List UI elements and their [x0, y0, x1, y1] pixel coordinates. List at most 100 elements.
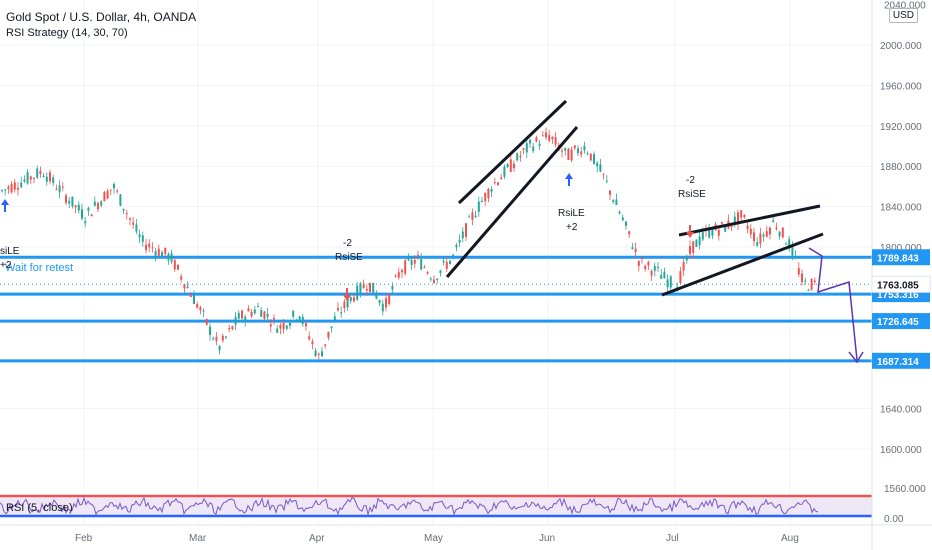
signal-label: RsiSE [335, 252, 363, 263]
candle-body [71, 196, 74, 207]
candle-body [471, 212, 474, 220]
candle-body [413, 259, 416, 264]
candle-body [103, 191, 106, 202]
candle-body [122, 208, 125, 211]
candle-body [324, 344, 327, 346]
candle-body [785, 243, 787, 245]
candle-body [52, 177, 55, 184]
candle-body [391, 285, 394, 290]
candle-body [132, 222, 135, 225]
candle-body [343, 301, 346, 308]
candle-body [685, 255, 688, 261]
candle-body [641, 258, 643, 260]
candle-body [77, 204, 80, 211]
candle-body [269, 324, 272, 327]
price-tags: 1789.843 1753.316 1726.645 1687.314 1763.085 [871, 249, 931, 369]
candle-body [612, 200, 615, 202]
rsi-tick-upper: 1560.000 [884, 484, 926, 495]
candle-body [68, 201, 71, 204]
candle-body [199, 307, 202, 311]
candle-body [321, 351, 323, 357]
candle-body [260, 310, 263, 317]
currency-button[interactable]: USD [888, 8, 918, 23]
x-tick-label: Mar [189, 533, 207, 544]
candle-body [125, 213, 128, 215]
candle-body [7, 186, 10, 190]
candle-body [13, 182, 16, 190]
candle-body [97, 202, 99, 210]
candle-body [337, 307, 339, 311]
candle-body [119, 194, 122, 206]
candle-body [4, 189, 7, 191]
trendline [445, 126, 579, 278]
candle-body [801, 273, 803, 283]
candle-body [141, 235, 144, 242]
long-entry-arrow-icon [565, 173, 573, 186]
candle-body [106, 190, 109, 199]
candle-body [61, 186, 64, 188]
y-tick-label-partial: 2040.000 [884, 1, 926, 12]
candle-body [266, 313, 269, 318]
candle-body [183, 284, 186, 289]
candle-body [481, 200, 483, 202]
candle-body [484, 193, 487, 202]
candle-body [327, 331, 330, 338]
candle-body [276, 328, 279, 333]
candle-body [618, 211, 621, 214]
candle-body [314, 350, 317, 356]
price-tag-label: 1726.645 [877, 317, 919, 328]
candle-body [423, 267, 426, 269]
price-tag: 1687.314 [872, 352, 930, 369]
candle-body [349, 296, 352, 301]
candle-body [468, 216, 471, 218]
candle-body [529, 139, 531, 144]
candle-body [634, 248, 637, 252]
candle-body [733, 216, 736, 225]
candle-body [279, 324, 282, 329]
candle-body [285, 325, 288, 329]
candle-body [567, 148, 570, 160]
candle-body [749, 228, 752, 235]
candle-body [666, 279, 669, 288]
candle-body [778, 231, 781, 237]
candle-body [602, 173, 605, 175]
candle-body [631, 247, 634, 249]
support-levels [0, 255, 872, 363]
y-tick-label: 1920.000 [880, 122, 922, 133]
candle-body [753, 232, 755, 242]
candle-body [33, 177, 35, 179]
candle-body [737, 212, 739, 225]
strategy-label: RSI Strategy (14, 30, 70) [6, 27, 128, 39]
x-tick-label: Jun [539, 533, 555, 544]
candle-body [202, 310, 205, 312]
candle-body [375, 293, 378, 299]
candle-body [765, 231, 768, 237]
candle-body [625, 221, 627, 226]
candle-body [449, 260, 451, 265]
candle-body [682, 261, 685, 271]
candle-body [525, 143, 528, 153]
candle-body [586, 153, 589, 155]
signal-qty: -2 [343, 238, 352, 249]
candle-body [113, 183, 115, 189]
candle-body [289, 322, 291, 326]
candle-body [474, 215, 477, 218]
candle-body [535, 137, 538, 142]
trendline [678, 204, 821, 237]
price-tag-bg [872, 313, 930, 330]
candle-body [583, 145, 586, 151]
candle-body [653, 266, 656, 271]
signal-qty: -2 [686, 175, 695, 186]
candle-body [522, 148, 525, 150]
candle-body [769, 227, 771, 235]
candle-body [205, 319, 208, 325]
price-tag-label: 1753.316 [877, 290, 919, 301]
candle-body [84, 221, 87, 224]
candle-body [564, 147, 567, 151]
candle-body [573, 145, 576, 149]
candle-body [711, 229, 714, 236]
x-tick-label: Aug [781, 533, 799, 544]
projection-path [808, 247, 858, 361]
rsi-tick-lower: 0.00 [884, 514, 904, 525]
